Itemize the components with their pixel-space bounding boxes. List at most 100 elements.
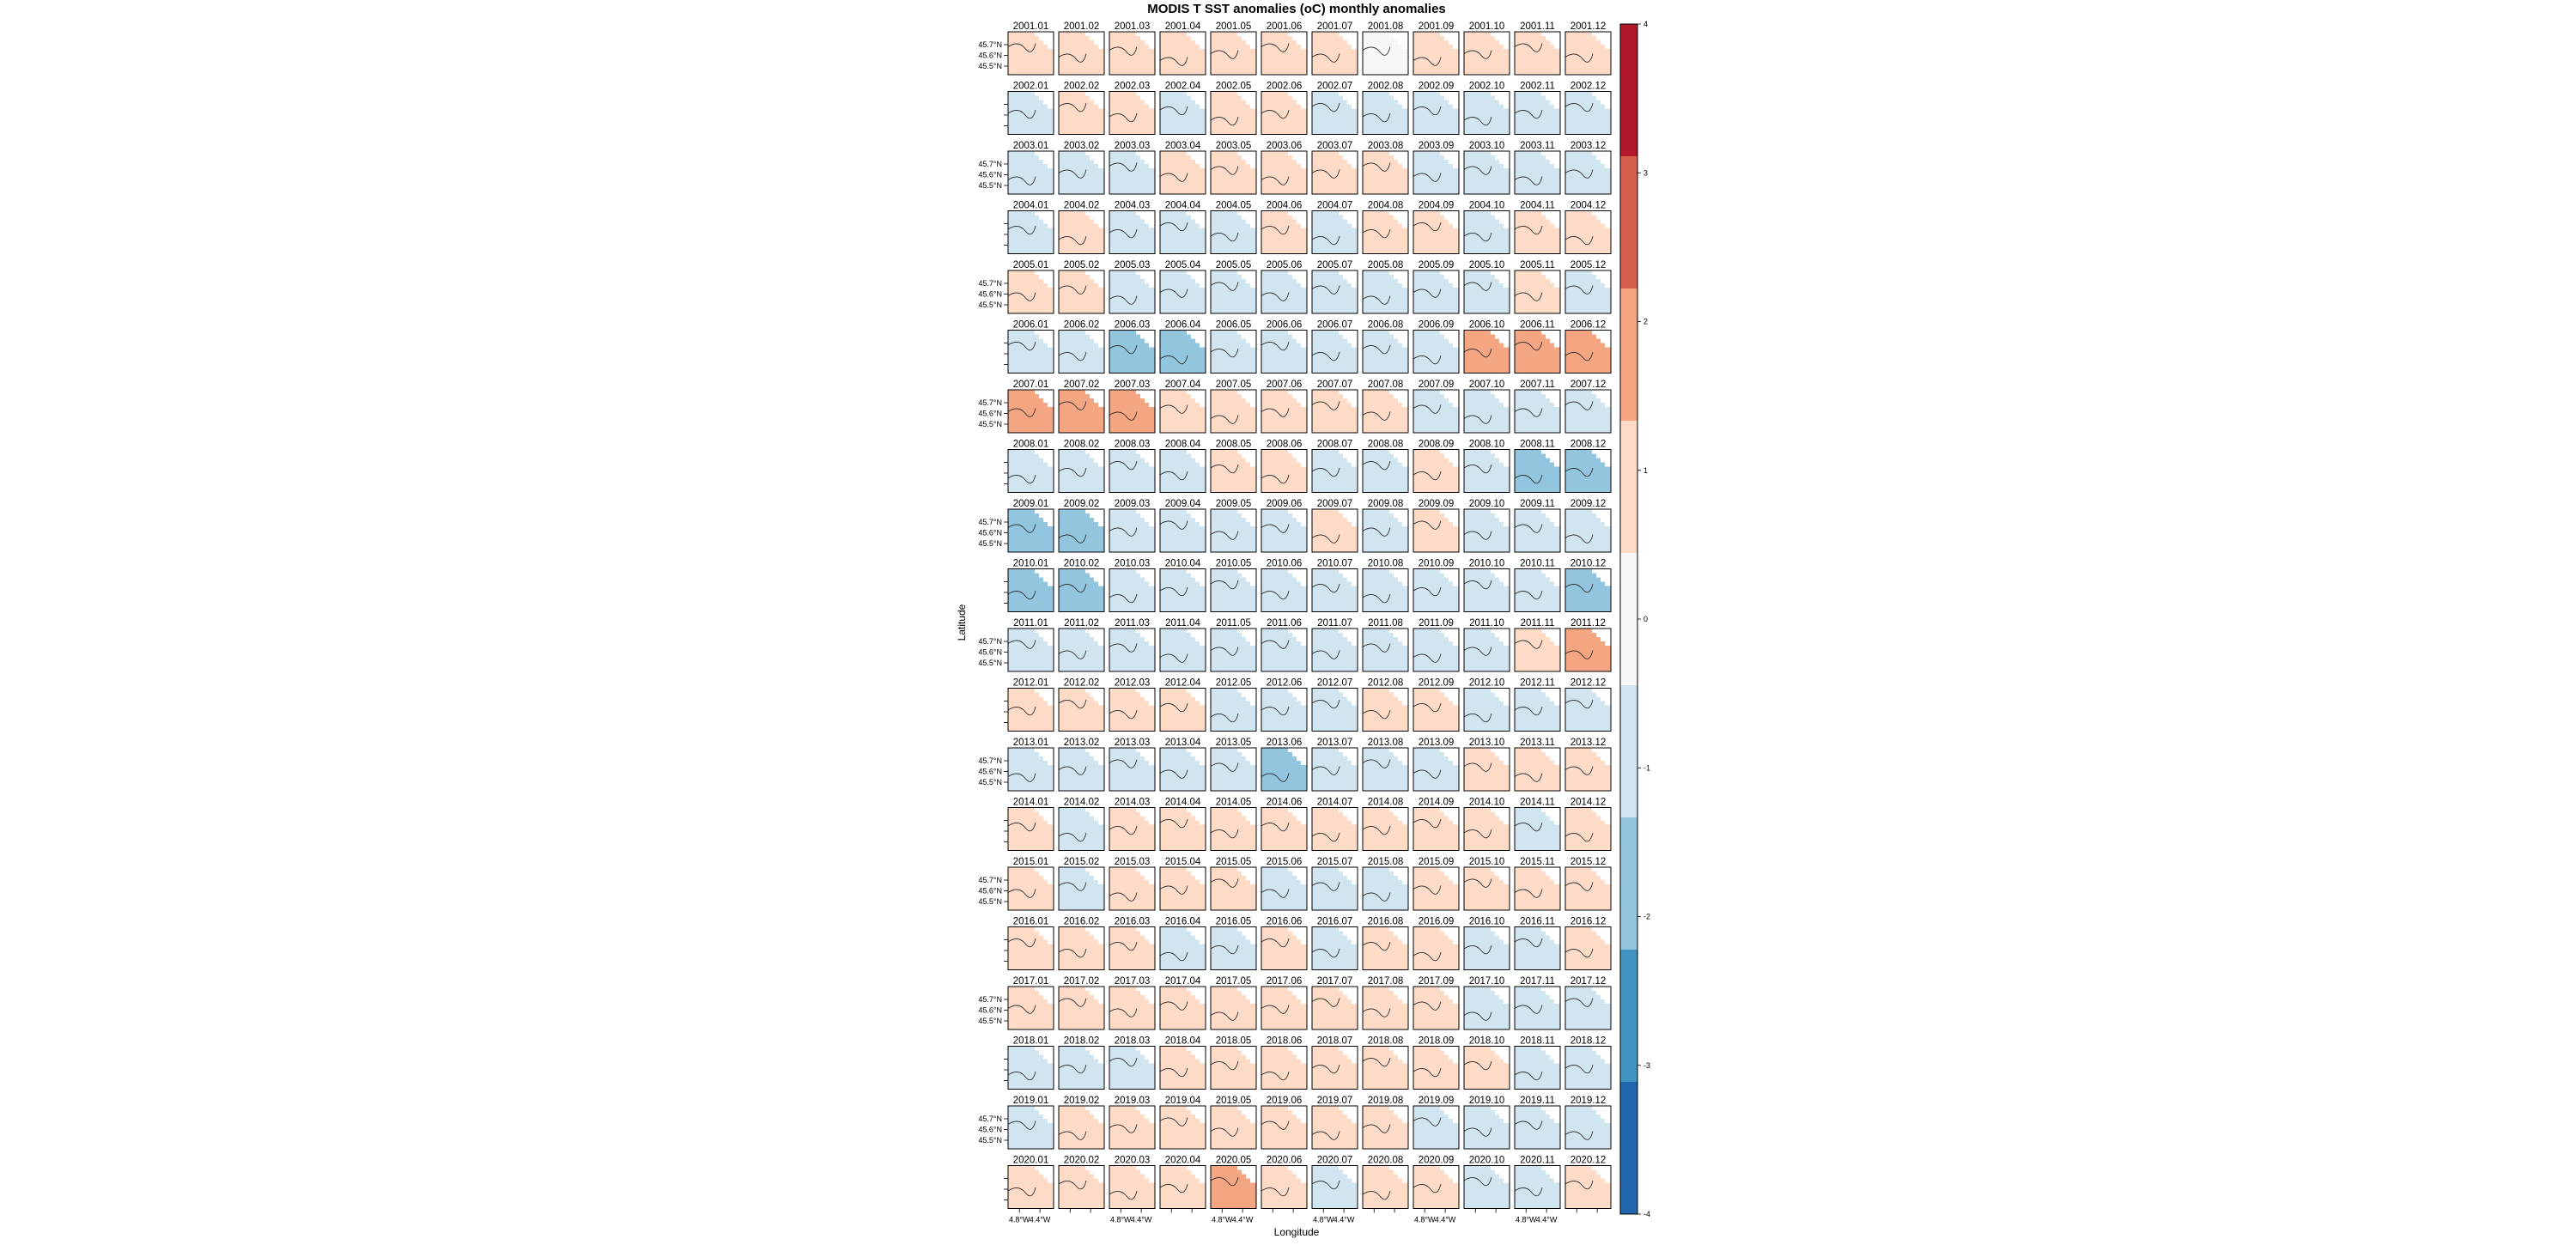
panel-2013-12: 2013.12 [1564,738,1612,792]
panel-frame [1463,449,1510,493]
panel-frame [1413,1105,1460,1150]
land-mask [1339,629,1358,646]
panel-frame [1413,628,1460,672]
panel-title: 2003.12 [1571,141,1607,151]
panel-2015-09: 2015.09 [1413,857,1460,911]
panel-title: 2013.02 [1064,738,1100,748]
land-mask [1592,807,1611,825]
panel-frame [1311,150,1358,195]
panel-2018-05: 2018.05 [1210,1036,1257,1090]
land-mask [1491,449,1510,467]
panel-frame [1159,1046,1206,1090]
panel-2004-03: 2004.03 [1109,201,1156,254]
land-mask [1592,748,1611,765]
land-mask [1187,390,1206,407]
land-mask [1288,867,1307,884]
panel-frame [1413,449,1460,493]
panel-frame [1007,389,1054,434]
panel-frame [1210,210,1257,254]
zero-contour [1210,531,1239,540]
panel-2016-02: 2016.02 [1058,917,1105,970]
land-mask [1187,926,1206,944]
panel-2001-04: 2001.04 [1159,21,1206,76]
panel-2004-12: 2004.12 [1564,201,1612,254]
panel-2011-01: 2011.01 [1007,618,1054,672]
panel-title: 2002.12 [1571,82,1607,92]
land-mask [1389,926,1408,944]
land-mask [1035,210,1054,228]
panel-frame [1109,866,1156,911]
land-mask [1187,151,1206,168]
panel-title: 2014.08 [1368,798,1404,808]
panel-title: 2016.06 [1267,917,1303,927]
panel-2020-02: 2020.02 [1058,1156,1105,1209]
panel-2013-07: 2013.07 [1311,738,1358,792]
land-mask [1237,926,1256,944]
panel-title: 2002.08 [1368,82,1404,92]
zero-contour [1007,524,1036,533]
land-mask [1389,688,1408,706]
zero-contour [1159,288,1188,298]
zero-contour [1109,460,1138,471]
land-mask [1085,1046,1104,1064]
panel-2012-07: 2012.07 [1311,678,1358,732]
zero-contour [1564,351,1594,361]
zero-contour [1109,411,1138,421]
zero-contour [1007,1120,1036,1130]
panel-frame [1159,628,1206,672]
panel-title: 2017.11 [1520,976,1555,987]
panel-title: 2002.03 [1115,82,1151,92]
panel-2014-04: 2014.04 [1159,798,1206,851]
lon-tick-label: 4.8°W [1212,1216,1233,1224]
panel-frame [1362,389,1409,434]
panel-title: 2014.05 [1216,798,1252,808]
land-mask [1440,210,1459,228]
zero-contour [1261,1187,1290,1197]
zero-contour [1311,998,1340,1007]
zero-contour [1413,1183,1442,1193]
zero-contour [1007,889,1036,898]
zero-contour [1514,292,1543,301]
panel-2014-03: 2014.03 [1109,798,1156,851]
panel-frame [1463,1046,1510,1090]
panel-2008-10: 2008.10 [1463,440,1510,493]
panel-frame [1007,150,1054,195]
panel-frame [1514,747,1561,792]
zero-contour [1261,292,1290,301]
panel-title: 2012.02 [1064,678,1100,689]
lat-tick-label: 45.7°N [978,40,1002,49]
panel-title: 2016.11 [1520,917,1555,927]
panel-title: 2003.10 [1469,141,1505,151]
panel-frame [1109,389,1156,434]
panel-frame [1058,568,1105,612]
panel-frame [1514,270,1561,314]
panel-2002-04: 2002.04 [1159,82,1206,135]
land-mask [1541,987,1560,1004]
panel-frame [1463,688,1510,732]
land-mask [1440,1106,1459,1123]
zero-contour [1564,102,1594,112]
panel-title: 2019.09 [1419,1096,1455,1106]
zero-contour [1362,759,1391,768]
panel-2012-05: 2012.05 [1210,678,1257,732]
panel-2017-09: 2017.09 [1413,976,1460,1030]
panel-frame [1109,330,1156,374]
panel-2003-04: 2003.04 [1159,141,1206,195]
zero-contour [1109,162,1138,172]
land-mask [1187,270,1206,288]
land-mask [1541,926,1560,944]
land-mask [1035,867,1054,884]
lat-tick-label: 45.7°N [978,995,1002,1004]
panel-title: 2007.03 [1115,380,1151,390]
panel-title: 2011.08 [1368,618,1403,629]
zero-contour [1007,706,1036,716]
figure-title: MODIS T SST anomalies (oC) monthly anoma… [1147,2,1446,16]
panel-title: 2012.09 [1419,678,1455,689]
panel-title: 2011.03 [1115,618,1150,629]
zero-contour [1514,1187,1543,1197]
zero-contour [1058,285,1087,295]
zero-contour [1311,169,1340,179]
panel-frame [1210,270,1257,314]
land-mask [1389,330,1408,348]
land-mask [1288,91,1307,109]
